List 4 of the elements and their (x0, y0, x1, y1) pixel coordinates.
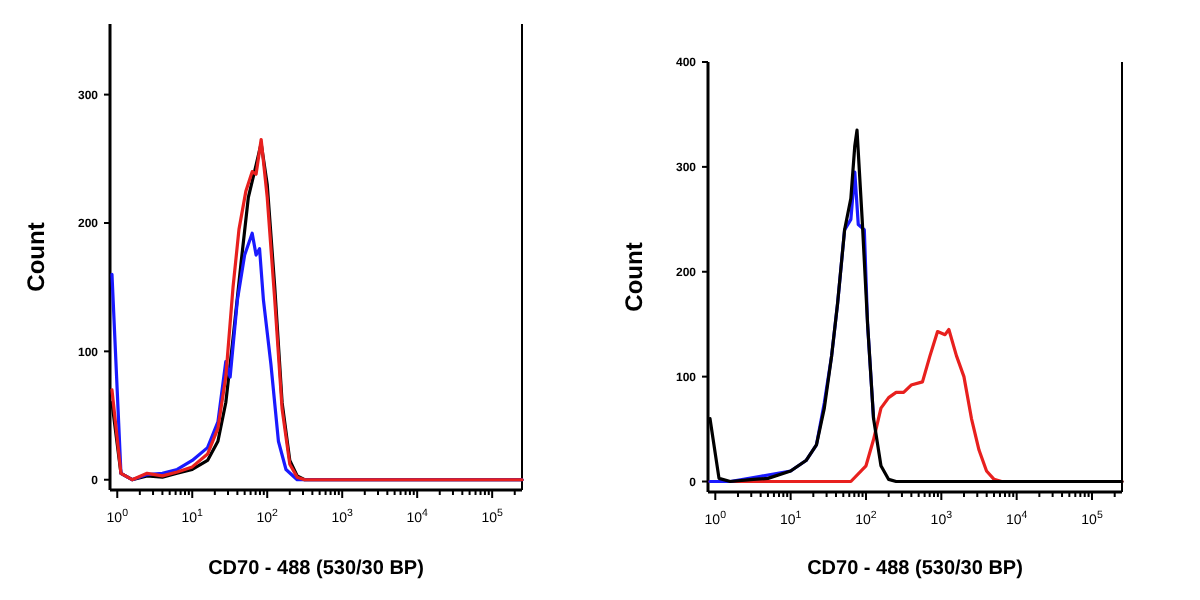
y-axis-title: Count (22, 222, 50, 292)
x-axis-title: CD70 - 488 (530/30 BP) (208, 558, 424, 580)
y-axis-title: Count (620, 242, 648, 312)
x-axis-title: CD70 - 488 (530/30 BP) (807, 558, 1023, 580)
